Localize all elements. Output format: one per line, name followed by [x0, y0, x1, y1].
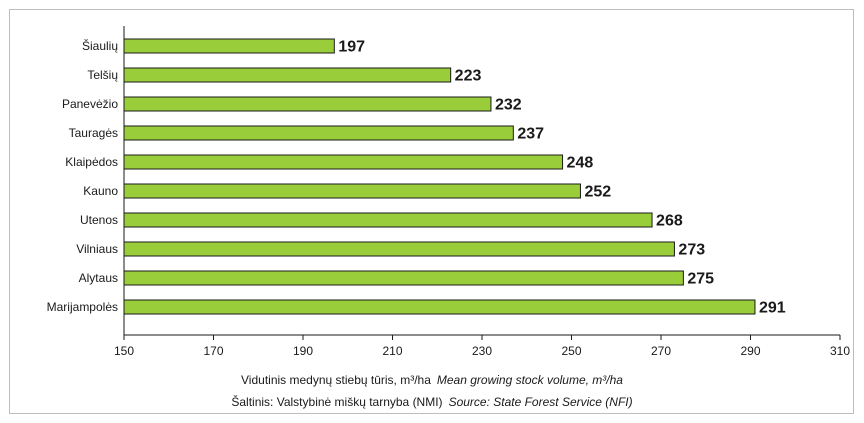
source-label-en: Source: State Forest Service (NFI): [448, 395, 633, 409]
x-tick-label-6: 270: [651, 344, 671, 358]
bar-8: [123, 270, 684, 286]
bar-2: [123, 96, 492, 112]
x-tick-label-2: 190: [293, 344, 313, 358]
bars-group: Šiaulių 197 Telšių 223 Panevėžio 232 Tauragės 2…: [47, 38, 786, 317]
bar-9: [123, 299, 756, 315]
x-tick-label-0: 150: [114, 344, 134, 358]
bar-0: [123, 38, 335, 54]
category-label-5: Kauno: [83, 184, 118, 198]
category-label-6: Utenos: [80, 213, 118, 227]
value-label-2: 232: [495, 97, 522, 114]
bar-1: [123, 67, 452, 83]
category-label-4: Klaipėdos: [65, 155, 118, 169]
x-tick-label-5: 250: [561, 344, 581, 358]
bar-3: [123, 125, 514, 141]
x-tick-label-3: 210: [382, 344, 402, 358]
x-axis-label-en: Mean growing stock volume, m³/ha: [436, 373, 623, 387]
x-tick-label-8: 310: [830, 344, 850, 358]
bar-5: [123, 183, 581, 199]
category-label-9: Marijampolės: [47, 300, 118, 314]
category-label-0: Šiaulių: [82, 38, 118, 53]
category-label-1: Telšių: [87, 68, 118, 82]
source-label: Šaltinis: Valstybinė miškų tarnyba (NMI): [231, 395, 443, 409]
x-tick-label-1: 170: [203, 344, 223, 358]
value-label-8: 275: [687, 271, 714, 288]
category-label-3: Tauragės: [69, 126, 118, 140]
value-label-7: 273: [678, 242, 705, 259]
x-tick-label-7: 290: [740, 344, 760, 358]
bar-6: [123, 212, 653, 228]
value-label-5: 252: [584, 184, 611, 201]
value-label-4: 248: [567, 155, 594, 172]
category-label-2: Panevėžio: [62, 97, 118, 111]
source-caption: Šaltinis: Valstybinė miškų tarnyba (NMI)…: [0, 395, 864, 409]
bar-7: [123, 241, 675, 257]
x-axis-label: Vidutinis medynų stiebų tūris, m³/ha: [241, 373, 431, 387]
x-tick-label-4: 230: [472, 344, 492, 358]
x-axis-caption: Vidutinis medynų stiebų tūris, m³/ha Mean…: [0, 373, 864, 387]
value-label-0: 197: [338, 39, 365, 56]
x-axis: 150 170 190 210 230 250 270 290 310: [114, 26, 850, 358]
value-label-3: 237: [517, 126, 544, 143]
bar-4: [123, 154, 564, 170]
value-label-1: 223: [455, 68, 482, 85]
value-label-9: 291: [759, 300, 786, 317]
value-label-6: 268: [656, 213, 683, 230]
category-label-8: Alytaus: [79, 271, 118, 285]
category-label-7: Vilniaus: [76, 242, 118, 256]
